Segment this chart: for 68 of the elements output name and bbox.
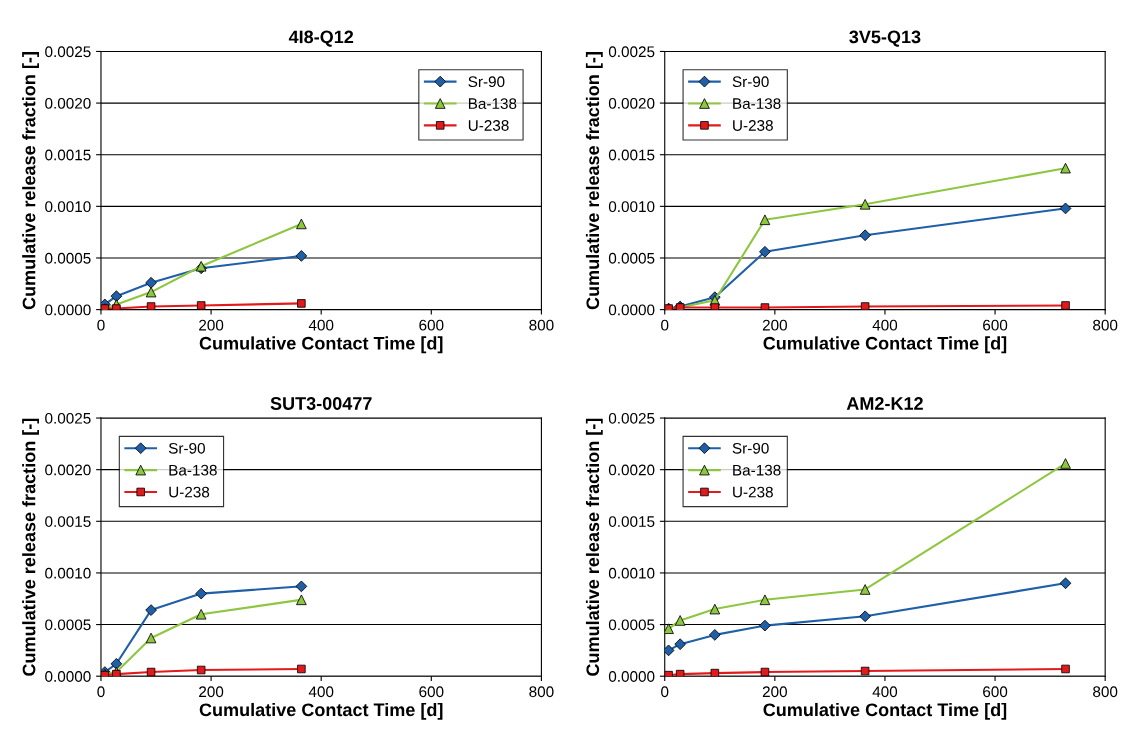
y-tick-label: 0.0010 (608, 201, 655, 213)
y-tick-label: 0.0000 (608, 671, 655, 682)
y-tick-label: 0.0025 (608, 46, 655, 58)
y-tick-label: 0.0005 (608, 252, 655, 264)
legend-label: Ba-138 (733, 98, 781, 109)
y-tick-label: 0.0005 (608, 619, 655, 631)
x-tick-label: 600 (983, 686, 1008, 698)
x-tick-label: 200 (762, 319, 787, 331)
legend-label: Ba-138 (169, 464, 217, 476)
x-tick-label: 400 (872, 319, 898, 331)
y-tick-label: 0.0010 (45, 567, 91, 579)
y-tick-label: 0.0015 (45, 516, 91, 527)
x-tick-label: 200 (199, 686, 224, 698)
y-tick-label: 0.0000 (608, 304, 655, 316)
y-tick-label: 0.0025 (45, 46, 91, 58)
y-tick-label: 0.0025 (608, 412, 655, 424)
chart-title: AM2-K12 (846, 397, 923, 410)
x-tick-label: 0 (661, 686, 669, 698)
x-tick-label: 400 (308, 686, 334, 698)
x-tick-label: 0 (97, 686, 105, 698)
y-tick-label: 0.0015 (45, 149, 91, 161)
legend-label: Sr-90 (732, 76, 769, 88)
x-tick-label: 800 (1093, 686, 1118, 698)
x-tick-label: 200 (199, 319, 224, 331)
x-tick-label: 0 (661, 319, 669, 331)
x-tick-label: 600 (419, 319, 444, 331)
y-tick-label: 0.0005 (45, 619, 91, 631)
y-tick-label: 0.0020 (608, 97, 655, 109)
y-tick-label: 0.0010 (608, 567, 655, 579)
legend-label: U-238 (468, 120, 509, 131)
chart-title: 3V5-Q13 (849, 30, 921, 47)
x-tick-label: 200 (762, 686, 787, 698)
y-axis-title: Cumulative release fraction [-] (585, 418, 603, 676)
x-tick-label: 600 (983, 319, 1008, 331)
x-tick-label: 800 (529, 686, 554, 698)
chart-title: SUT3-00477 (270, 397, 372, 410)
y-tick-label: 0.0025 (45, 412, 91, 424)
legend-label: Ba-138 (733, 464, 781, 476)
legend-label: U-238 (733, 120, 773, 131)
y-axis-title: Cumulative release fraction [-] (22, 418, 39, 676)
x-tick-label: 400 (872, 686, 898, 698)
y-tick-label: 0.0015 (608, 516, 655, 527)
legend-label: Sr-90 (468, 76, 505, 88)
legend-label: Sr-90 (168, 442, 205, 454)
legend-label: U-238 (169, 486, 210, 498)
y-tick-label: 0.0020 (45, 464, 91, 476)
y-tick-label: 0.0005 (45, 252, 91, 264)
x-axis-title: Cumulative Contact Time [d] (199, 702, 443, 720)
x-tick-label: 0 (97, 319, 105, 331)
x-axis-title: Cumulative Contact Time [d] (763, 702, 1007, 720)
x-axis-title: Cumulative Contact Time [d] (763, 336, 1007, 354)
x-tick-label: 800 (529, 319, 554, 331)
legend-label: U-238 (733, 486, 773, 498)
x-axis-title: Cumulative Contact Time [d] (199, 336, 443, 354)
y-tick-label: 0.0000 (45, 304, 91, 316)
x-tick-label: 600 (419, 686, 444, 698)
y-tick-label: 0.0010 (45, 201, 91, 213)
x-tick-label: 400 (308, 319, 334, 331)
y-tick-label: 0.0000 (45, 671, 91, 682)
y-tick-label: 0.0020 (45, 97, 91, 109)
y-axis-title: Cumulative release fraction [-] (22, 52, 39, 310)
y-tick-label: 0.0015 (608, 149, 655, 161)
legend-label: Ba-138 (468, 98, 517, 109)
x-tick-label: 800 (1093, 319, 1118, 331)
y-axis-title: Cumulative release fraction [-] (585, 52, 603, 310)
chart-title: 4I8-Q12 (288, 30, 354, 47)
y-tick-label: 0.0020 (608, 464, 655, 476)
legend-label: Sr-90 (732, 442, 769, 454)
